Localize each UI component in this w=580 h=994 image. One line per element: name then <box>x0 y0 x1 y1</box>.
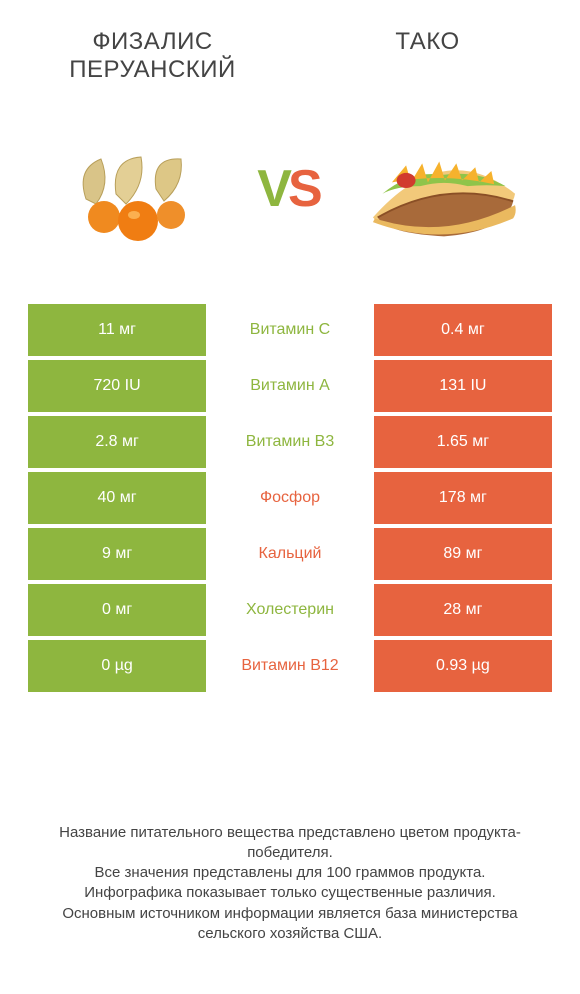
table-row: 2.8 мгВитамин B31.65 мг <box>28 416 552 468</box>
cell-left: 9 мг <box>28 528 206 580</box>
cell-label: Фосфор <box>206 472 374 524</box>
footnote-line: Все значения представлены для 100 граммо… <box>30 863 550 883</box>
cell-left: 11 мг <box>28 304 206 356</box>
cell-label: Витамин B12 <box>206 640 374 692</box>
cell-right: 28 мг <box>374 584 552 636</box>
images-row: V S <box>0 94 580 294</box>
cell-label: Витамин A <box>206 360 374 412</box>
table-row: 40 мгФосфор178 мг <box>28 472 552 524</box>
footnote: Название питательного вещества представл… <box>30 823 550 945</box>
cell-right: 1.65 мг <box>374 416 552 468</box>
cell-left: 0 мг <box>28 584 206 636</box>
vs-v: V <box>257 159 292 219</box>
table-row: 0 мгХолестерин28 мг <box>28 584 552 636</box>
header: ФИЗАЛИС ПЕРУАНСКИЙ ТАКО <box>0 0 580 94</box>
title-left: ФИЗАЛИС ПЕРУАНСКИЙ <box>40 28 265 84</box>
table-row: 0 µgВитамин B120.93 µg <box>28 640 552 692</box>
cell-left: 2.8 мг <box>28 416 206 468</box>
cell-right: 131 IU <box>374 360 552 412</box>
cell-left: 40 мг <box>28 472 206 524</box>
cell-label: Холестерин <box>206 584 374 636</box>
cell-label: Витамин B3 <box>206 416 374 468</box>
taco-icon <box>354 119 534 259</box>
vs-label: V S <box>257 159 322 219</box>
cell-label: Витамин C <box>206 304 374 356</box>
cell-left: 0 µg <box>28 640 206 692</box>
footnote-line: Инфографика показывает только существенн… <box>30 883 550 903</box>
cell-right: 89 мг <box>374 528 552 580</box>
vs-s: S <box>288 159 323 219</box>
table-row: 11 мгВитамин C0.4 мг <box>28 304 552 356</box>
physalis-icon <box>46 119 226 259</box>
title-right: ТАКО <box>315 28 540 56</box>
cell-label: Кальций <box>206 528 374 580</box>
comparison-table: 11 мгВитамин C0.4 мг720 IUВитамин A131 I… <box>28 304 552 692</box>
footnote-line: Основным источником информации является … <box>30 904 550 945</box>
table-row: 720 IUВитамин A131 IU <box>28 360 552 412</box>
cell-right: 0.93 µg <box>374 640 552 692</box>
cell-right: 178 мг <box>374 472 552 524</box>
cell-left: 720 IU <box>28 360 206 412</box>
footnote-line: Название питательного вещества представл… <box>30 823 550 864</box>
cell-right: 0.4 мг <box>374 304 552 356</box>
table-row: 9 мгКальций89 мг <box>28 528 552 580</box>
